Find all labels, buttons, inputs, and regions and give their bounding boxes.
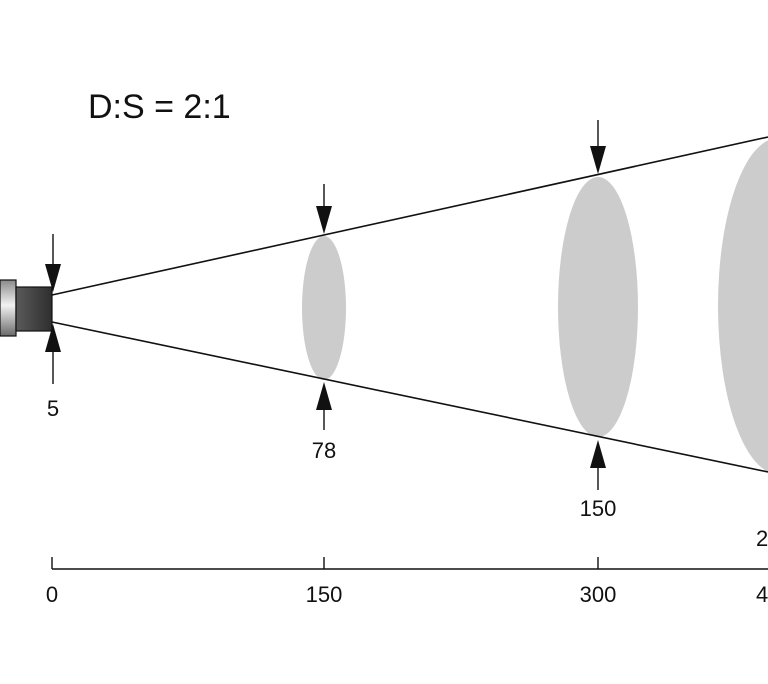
- up-arrow-icon: [316, 382, 332, 430]
- down-arrow-icon: [590, 120, 606, 174]
- ratio-label: D:S = 2:1: [88, 88, 231, 126]
- axis-tick-150: 150: [306, 582, 343, 607]
- up-arrow-icon: [45, 324, 61, 384]
- spot-label-150: 150: [580, 496, 617, 521]
- down-arrow-icon: [45, 234, 61, 292]
- cone-upper-line: [51, 136, 768, 296]
- spot-ellipse-150: [302, 236, 346, 380]
- spot-label-partial: 2: [756, 526, 768, 551]
- cone-lower-line: [51, 321, 768, 473]
- sensor-body: [0, 279, 53, 337]
- axis-tick-0: 0: [46, 582, 58, 607]
- axis-tick-300: 300: [580, 582, 617, 607]
- spot-label-5: 5: [47, 396, 59, 421]
- spot-ellipse-450: [718, 140, 768, 472]
- spot-ellipse-300: [558, 177, 638, 437]
- axis-tick-partial: 4: [756, 582, 768, 607]
- spot-label-78: 78: [312, 438, 336, 463]
- down-arrow-icon: [316, 184, 332, 234]
- distance-axis: [51, 557, 768, 570]
- up-arrow-icon: [590, 440, 606, 490]
